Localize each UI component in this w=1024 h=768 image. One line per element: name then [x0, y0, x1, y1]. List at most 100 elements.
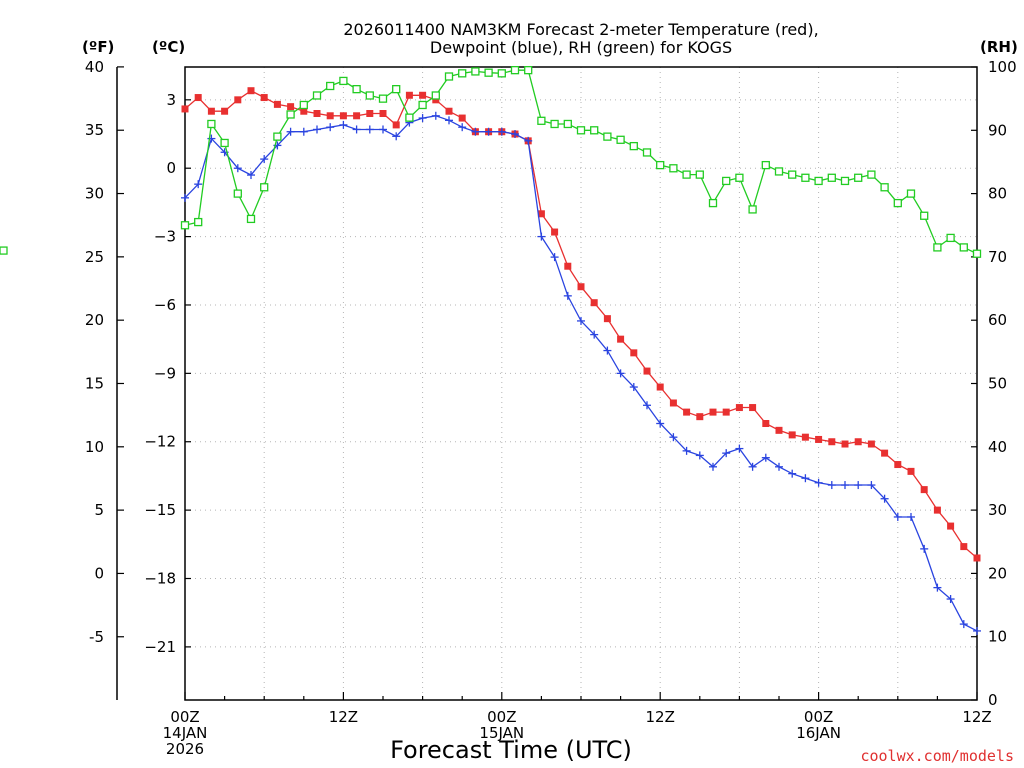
rh-point: [0, 246, 8, 255]
rh-point: [801, 173, 810, 182]
dewpoint-point: [577, 316, 585, 325]
temperature-point: [313, 110, 321, 118]
dewpoint-point: [524, 136, 533, 145]
x-tick-label: 12Z: [646, 708, 675, 726]
temperature-point: [445, 107, 453, 115]
rh-point: [431, 91, 440, 100]
temperature-point: [260, 94, 268, 102]
dewpoint-point: [445, 116, 453, 125]
celsius-tick-label: −3: [154, 228, 176, 246]
rh-point: [748, 205, 757, 214]
temperature-point: [432, 96, 440, 104]
rh-point: [788, 170, 797, 179]
rh-point: [471, 67, 480, 76]
rh-point: [352, 85, 361, 94]
rh-point: [378, 94, 388, 103]
rh-point: [933, 243, 942, 252]
rh-point: [563, 119, 572, 129]
temperature-point: [234, 96, 242, 104]
x-tick-label: 00Z: [170, 708, 199, 726]
rh-point: [590, 126, 599, 135]
rh-point: [418, 100, 427, 110]
dewpoint-point: [339, 120, 348, 129]
rh-tick-label: 40: [988, 438, 1007, 456]
dewpoint-point: [590, 330, 599, 339]
celsius-tick-label: −18: [144, 570, 176, 588]
dewpoint-point: [854, 481, 863, 490]
dewpoint-point: [748, 462, 757, 471]
rh-point: [365, 91, 374, 100]
temperature-point: [590, 299, 598, 307]
fahrenheit-tick-label: 40: [85, 58, 104, 76]
dewpoint-point: [484, 127, 493, 136]
chart-title-line-1: 2026011400 NAM3KM Forecast 2-meter Tempe…: [343, 20, 818, 39]
fahrenheit-tick-label: 35: [85, 121, 104, 139]
temperature-point: [801, 433, 809, 441]
temperature-point: [815, 435, 823, 443]
rh-point: [458, 69, 467, 78]
dewpoint-point: [260, 155, 269, 164]
dewpoint-point: [431, 111, 440, 120]
rh-point: [946, 233, 955, 243]
rh-tick-label: 10: [988, 628, 1007, 646]
rh-point: [920, 211, 929, 220]
rh-tick-label: 60: [988, 311, 1007, 329]
dewpoint-point: [537, 232, 546, 241]
rh-point: [405, 113, 414, 122]
rh-point: [524, 66, 533, 75]
rh-point: [273, 132, 282, 141]
rh-point: [576, 126, 586, 135]
dewpoint-point: [511, 130, 519, 139]
temperature-point: [867, 440, 875, 448]
chart-title-line-2: Dewpoint (blue), RH (green) for KOGS: [430, 38, 732, 57]
temperature-point: [458, 114, 466, 122]
series-layer: [0, 66, 982, 635]
dewpoint-point: [563, 291, 572, 300]
rh-point: [854, 173, 863, 182]
rh-tick-label: 30: [988, 501, 1007, 519]
dewpoint-point: [695, 451, 704, 460]
rh-point: [761, 160, 770, 170]
rh-point: [603, 132, 612, 141]
temperature-point: [709, 408, 717, 416]
temperature-point: [194, 94, 202, 102]
fahrenheit-tick-label: 10: [85, 438, 104, 456]
dewpoint-point: [682, 446, 691, 455]
rh-point: [722, 176, 731, 186]
fahrenheit-tick-label: 0: [94, 564, 104, 582]
fahrenheit-unit-label: (ºF): [82, 38, 114, 56]
temperature-point: [683, 408, 691, 416]
dewpoint-point: [643, 401, 651, 410]
rh-point: [827, 173, 836, 182]
temperature-point: [669, 399, 677, 407]
dewpoint-point: [973, 626, 981, 635]
dewpoint-point: [352, 125, 361, 134]
temperature-point: [326, 112, 334, 120]
fahrenheit-tick-label: 30: [85, 185, 104, 203]
rh-point: [220, 138, 229, 148]
temperature-point: [419, 91, 427, 99]
dewpoint-point: [867, 481, 876, 490]
rh-tick-label: 80: [988, 185, 1007, 203]
dewpoint-point: [814, 478, 823, 487]
x-tick-label: 2026: [166, 740, 204, 758]
celsius-tick-label: 0: [166, 159, 176, 177]
temperature-point: [353, 112, 361, 120]
dewpoint-point: [616, 369, 625, 378]
rh-tick-label: 70: [988, 248, 1007, 266]
dewpoint-point: [907, 512, 915, 521]
rh-point: [312, 91, 322, 100]
dewpoint-point: [247, 171, 255, 180]
rh-tick-label: 50: [988, 375, 1007, 393]
dewpoint-point: [629, 383, 638, 392]
dewpoint-point: [735, 444, 744, 453]
temperature-point: [551, 228, 559, 236]
rh-point: [959, 243, 968, 252]
temperature-point: [603, 315, 611, 323]
dewpoint-point: [181, 193, 189, 202]
dewpoint-point: [946, 595, 955, 604]
dewpoint-point: [313, 125, 321, 134]
x-axis-label: Forecast Time (UTC): [390, 736, 632, 764]
dewpoint-point: [471, 127, 480, 136]
dewpoint-point: [669, 433, 678, 442]
